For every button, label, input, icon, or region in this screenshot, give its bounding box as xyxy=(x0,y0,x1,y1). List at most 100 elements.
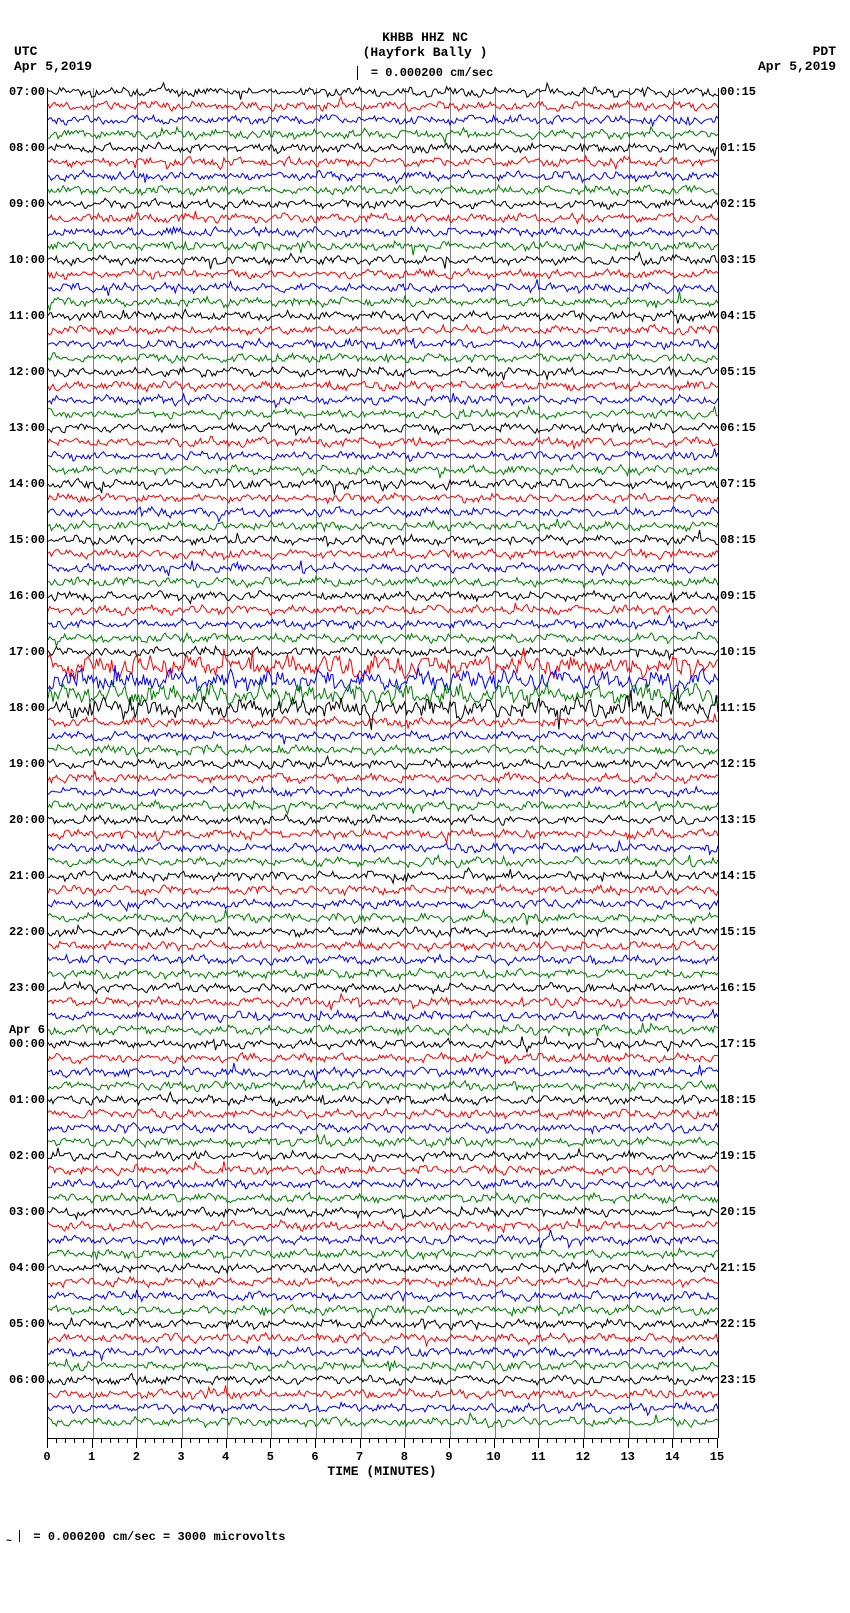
x-minor-tick xyxy=(708,1438,709,1443)
x-minor-tick xyxy=(369,1438,370,1443)
x-tick-label: 10 xyxy=(486,1450,500,1464)
x-minor-tick xyxy=(512,1438,513,1443)
footer-scale: ~ = 0.000200 cm/sec = 3000 microvolts xyxy=(6,1530,285,1547)
x-axis-baseline xyxy=(47,1438,717,1439)
x-tick-label: 8 xyxy=(401,1450,408,1464)
x-minor-tick xyxy=(610,1438,611,1443)
station-location: (Hayfork Bally ) xyxy=(0,45,850,60)
seismic-trace xyxy=(48,1408,718,1436)
x-minor-tick xyxy=(217,1438,218,1443)
local-time-label: 10:15 xyxy=(720,645,756,659)
utc-time-label: 23:00 xyxy=(9,981,45,995)
x-major-tick xyxy=(404,1438,405,1448)
utc-time-label: 16:00 xyxy=(9,589,45,603)
utc-time-label: 10:00 xyxy=(9,253,45,267)
x-minor-tick xyxy=(654,1438,655,1443)
x-minor-tick xyxy=(556,1438,557,1443)
x-minor-tick xyxy=(190,1438,191,1443)
header-center: KHBB HHZ NC (Hayfork Bally ) xyxy=(0,30,850,60)
x-minor-tick xyxy=(252,1438,253,1443)
x-minor-tick xyxy=(83,1438,84,1443)
x-minor-tick xyxy=(101,1438,102,1443)
x-minor-tick xyxy=(56,1438,57,1443)
utc-time-label: 12:00 xyxy=(9,365,45,379)
header-left: UTC Apr 5,2019 xyxy=(14,44,92,74)
x-minor-tick xyxy=(646,1438,647,1443)
x-minor-tick xyxy=(440,1438,441,1443)
x-minor-tick xyxy=(145,1438,146,1443)
x-tick-label: 14 xyxy=(665,1450,679,1464)
x-minor-tick xyxy=(154,1438,155,1443)
x-minor-tick xyxy=(351,1438,352,1443)
local-time-label: 06:15 xyxy=(720,421,756,435)
local-time-label: 11:15 xyxy=(720,701,756,715)
x-minor-tick xyxy=(74,1438,75,1443)
x-tick-label: 1 xyxy=(88,1450,95,1464)
x-major-tick xyxy=(628,1438,629,1448)
x-minor-tick xyxy=(574,1438,575,1443)
x-minor-tick xyxy=(279,1438,280,1443)
local-time-label: 21:15 xyxy=(720,1261,756,1275)
x-minor-tick xyxy=(324,1438,325,1443)
x-minor-tick xyxy=(244,1438,245,1443)
x-tick-label: 3 xyxy=(177,1450,184,1464)
right-date: Apr 5,2019 xyxy=(758,59,836,74)
x-minor-tick xyxy=(306,1438,307,1443)
x-major-tick xyxy=(47,1438,48,1448)
local-time-label: 15:15 xyxy=(720,925,756,939)
x-minor-tick xyxy=(118,1438,119,1443)
x-major-tick xyxy=(583,1438,584,1448)
utc-time-label: 01:00 xyxy=(9,1093,45,1107)
footer-text: = 0.000200 cm/sec = 3000 microvolts xyxy=(33,1530,285,1544)
x-axis: TIME (MINUTES) 0123456789101112131415 xyxy=(47,1438,717,1478)
date-break-label: Apr 6 xyxy=(9,1023,45,1037)
header-right: PDT Apr 5,2019 xyxy=(758,44,836,74)
x-major-tick xyxy=(449,1438,450,1448)
x-minor-tick xyxy=(467,1438,468,1443)
utc-time-label: 20:00 xyxy=(9,813,45,827)
x-minor-tick xyxy=(637,1438,638,1443)
local-time-label: 08:15 xyxy=(720,533,756,547)
x-minor-tick xyxy=(413,1438,414,1443)
x-tick-label: 7 xyxy=(356,1450,363,1464)
x-minor-tick xyxy=(342,1438,343,1443)
right-timezone: PDT xyxy=(758,44,836,59)
x-tick-label: 15 xyxy=(710,1450,724,1464)
x-minor-tick xyxy=(663,1438,664,1443)
x-minor-tick xyxy=(378,1438,379,1443)
x-minor-tick xyxy=(592,1438,593,1443)
x-minor-tick xyxy=(261,1438,262,1443)
utc-time-label: 18:00 xyxy=(9,701,45,715)
utc-time-label: 22:00 xyxy=(9,925,45,939)
local-time-label: 03:15 xyxy=(720,253,756,267)
utc-time-label: 04:00 xyxy=(9,1261,45,1275)
x-minor-tick xyxy=(297,1438,298,1443)
x-minor-tick xyxy=(395,1438,396,1443)
local-time-label: 07:15 xyxy=(720,477,756,491)
x-major-tick xyxy=(315,1438,316,1448)
x-minor-tick xyxy=(601,1438,602,1443)
x-axis-title: TIME (MINUTES) xyxy=(47,1464,717,1479)
x-minor-tick xyxy=(690,1438,691,1443)
utc-time-label: 02:00 xyxy=(9,1149,45,1163)
local-time-label: 14:15 xyxy=(720,869,756,883)
seismogram-container: KHBB HHZ NC (Hayfork Bally ) = 0.000200 … xyxy=(0,0,850,1613)
utc-time-label: 06:00 xyxy=(9,1373,45,1387)
x-minor-tick xyxy=(681,1438,682,1443)
x-minor-tick xyxy=(127,1438,128,1443)
x-major-tick xyxy=(538,1438,539,1448)
utc-time-label: 09:00 xyxy=(9,197,45,211)
utc-time-label: 07:00 xyxy=(9,85,45,99)
x-major-tick xyxy=(494,1438,495,1448)
x-major-tick xyxy=(92,1438,93,1448)
utc-time-label: 08:00 xyxy=(9,141,45,155)
x-major-tick xyxy=(717,1438,718,1448)
x-tick-label: 9 xyxy=(445,1450,452,1464)
x-minor-tick xyxy=(476,1438,477,1443)
x-tick-label: 2 xyxy=(133,1450,140,1464)
station-code: KHBB HHZ NC xyxy=(0,30,850,45)
x-minor-tick xyxy=(288,1438,289,1443)
local-time-label: 17:15 xyxy=(720,1037,756,1051)
local-time-label: 16:15 xyxy=(720,981,756,995)
x-minor-tick xyxy=(485,1438,486,1443)
